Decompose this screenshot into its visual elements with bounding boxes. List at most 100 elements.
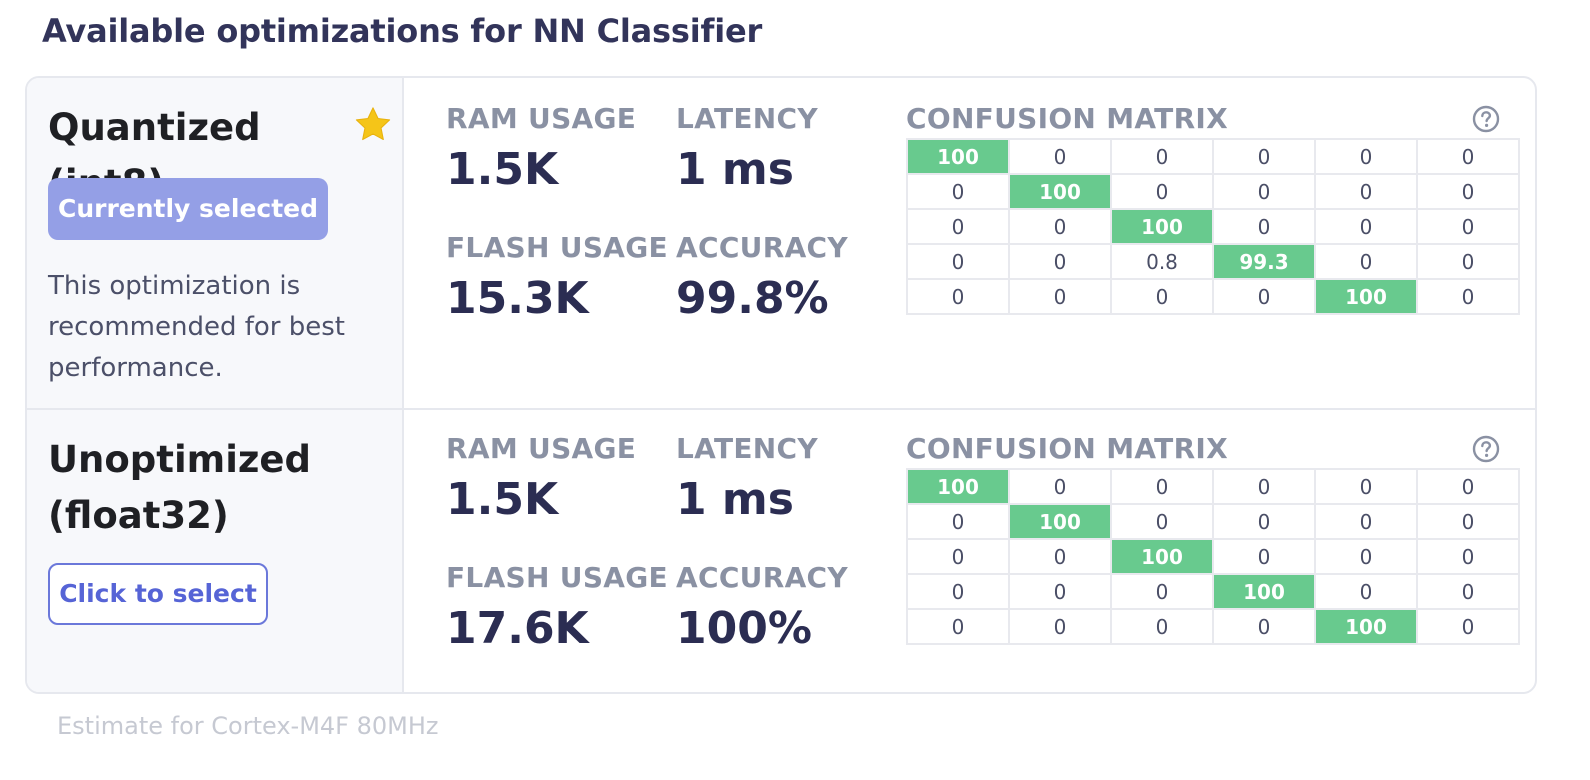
accuracy-value: 99.8% <box>676 273 829 324</box>
confusion-matrix-cell: 0 <box>1416 278 1520 315</box>
confusion-matrix-row: 0 0 0 0 100 0 <box>906 278 1520 315</box>
accuracy-label: ACCURACY <box>676 231 848 264</box>
confusion-matrix-cell: 0 <box>1110 468 1214 505</box>
confusion-matrix-cell: 0 <box>906 243 1010 280</box>
confusion-matrix-cell: 100 <box>1110 208 1214 245</box>
ram-usage-value: 1.5K <box>446 144 559 195</box>
accuracy-label: ACCURACY <box>676 561 848 594</box>
help-circle-icon[interactable] <box>1472 435 1500 463</box>
recommendation-text: This optimization is recommended for bes… <box>48 271 345 383</box>
confusion-matrix-row: 0 0 0 100 0 0 <box>906 573 1520 610</box>
confusion-matrix-cell: 0 <box>1212 173 1316 210</box>
confusion-matrix-cell: 0 <box>1212 608 1316 645</box>
confusion-matrix-cell: 0 <box>1314 243 1418 280</box>
confusion-matrix-cell: 0 <box>1008 278 1112 315</box>
confusion-matrix-cell: 100 <box>1110 538 1214 575</box>
confusion-matrix-cell: 0 <box>1416 468 1520 505</box>
confusion-matrix-cell: 0 <box>1110 278 1214 315</box>
confusion-matrix-cell: 0 <box>1110 503 1214 540</box>
confusion-matrix-cell: 0 <box>1416 208 1520 245</box>
confusion-matrix-row: 0 0 100 0 0 0 <box>906 538 1520 575</box>
optimization-name: Unoptimized (float32) <box>48 438 312 537</box>
confusion-matrix-cell: 99.3 <box>1212 243 1316 280</box>
latency-value: 1 ms <box>676 144 794 195</box>
optimization-row-quantized: Quantized (int8) Currently selected This… <box>27 78 1535 410</box>
confusion-matrix-row: 0 0 0.8 99.3 0 0 <box>906 243 1520 280</box>
confusion-matrix-cell: 0 <box>1008 573 1112 610</box>
flash-usage-label: FLASH USAGE <box>446 231 668 264</box>
latency-label: LATENCY <box>676 102 818 135</box>
confusion-matrix-cell: 0 <box>1416 573 1520 610</box>
currently-selected-button[interactable]: Currently selected <box>48 178 328 240</box>
click-to-select-button[interactable]: Click to select <box>48 563 268 625</box>
confusion-matrix-cell: 0 <box>1008 243 1112 280</box>
latency-value: 1 ms <box>676 474 794 525</box>
confusion-matrix-cell: 0 <box>1212 538 1316 575</box>
confusion-matrix-cell: 0 <box>906 573 1010 610</box>
confusion-matrix-cell: 0 <box>1008 208 1112 245</box>
confusion-matrix-cell: 0 <box>1008 468 1112 505</box>
confusion-matrix-cell: 100 <box>906 468 1010 505</box>
confusion-matrix-row: 0 0 0 0 100 0 <box>906 608 1520 645</box>
confusion-matrix-cell: 0.8 <box>1110 243 1214 280</box>
optimizations-card: Quantized (int8) Currently selected This… <box>25 76 1537 694</box>
confusion-matrix-cell: 0 <box>906 608 1010 645</box>
confusion-matrix-row: 100 0 0 0 0 0 <box>906 138 1520 175</box>
confusion-matrix-row: 0 100 0 0 0 0 <box>906 503 1520 540</box>
confusion-matrix-cell: 0 <box>1212 468 1316 505</box>
flash-usage-value: 17.6K <box>446 603 589 654</box>
confusion-matrix-cell: 0 <box>906 503 1010 540</box>
confusion-matrix-cell: 100 <box>1008 503 1112 540</box>
help-circle-icon[interactable] <box>1472 105 1500 133</box>
confusion-matrix-title: CONFUSION MATRIX <box>906 432 1229 465</box>
page-title: Available optimizations for NN Classifie… <box>42 12 763 50</box>
confusion-matrix-cell: 0 <box>1212 138 1316 175</box>
confusion-matrix-cell: 0 <box>1008 138 1112 175</box>
confusion-matrix-cell: 0 <box>1008 608 1112 645</box>
confusion-matrix-title: CONFUSION MATRIX <box>906 102 1229 135</box>
confusion-matrix-cell: 0 <box>1314 573 1418 610</box>
optimization-summary: Unoptimized (float32) Click to select <box>27 410 404 692</box>
accuracy-value: 100% <box>676 603 812 654</box>
confusion-matrix-cell: 0 <box>1110 173 1214 210</box>
confusion-matrix-row: 0 0 100 0 0 0 <box>906 208 1520 245</box>
confusion-matrix-cell: 0 <box>1314 468 1418 505</box>
confusion-matrix: 100 0 0 0 0 0 0 100 0 0 0 0 0 0 100 0 0 0 0 0 0.8 99.3 0 0 0 0 0 0 1… <box>906 138 1520 315</box>
confusion-matrix-cell: 0 <box>1110 608 1214 645</box>
confusion-matrix-cell: 0 <box>1416 608 1520 645</box>
star-icon <box>355 107 391 141</box>
confusion-matrix-cell: 0 <box>1110 573 1214 610</box>
confusion-matrix-cell: 0 <box>1314 208 1418 245</box>
confusion-matrix-cell: 0 <box>1416 173 1520 210</box>
latency-label: LATENCY <box>676 432 818 465</box>
confusion-matrix-row: 100 0 0 0 0 0 <box>906 468 1520 505</box>
confusion-matrix-cell: 0 <box>1008 538 1112 575</box>
ram-usage-label: RAM USAGE <box>446 432 637 465</box>
confusion-matrix-cell: 0 <box>1416 243 1520 280</box>
confusion-matrix-cell: 100 <box>1314 278 1418 315</box>
confusion-matrix-cell: 100 <box>906 138 1010 175</box>
flash-usage-value: 15.3K <box>446 273 589 324</box>
confusion-matrix-cell: 0 <box>906 538 1010 575</box>
confusion-matrix-cell: 0 <box>906 173 1010 210</box>
confusion-matrix-row: 0 100 0 0 0 0 <box>906 173 1520 210</box>
optimization-row-unoptimized: Unoptimized (float32) Click to select RA… <box>27 410 1535 692</box>
confusion-matrix-cell: 0 <box>1416 538 1520 575</box>
flash-usage-label: FLASH USAGE <box>446 561 668 594</box>
confusion-matrix: 100 0 0 0 0 0 0 100 0 0 0 0 0 0 100 0 0 0 0 0 0 100 0 0 0 0 0 0 100 0 <box>906 468 1520 645</box>
ram-usage-label: RAM USAGE <box>446 102 637 135</box>
estimate-footnote: Estimate for Cortex-M4F 80MHz <box>57 712 439 740</box>
confusion-matrix-cell: 0 <box>1314 538 1418 575</box>
confusion-matrix-cell: 0 <box>1212 278 1316 315</box>
confusion-matrix-cell: 0 <box>1212 208 1316 245</box>
confusion-matrix-cell: 0 <box>1314 138 1418 175</box>
confusion-matrix-cell: 0 <box>1314 173 1418 210</box>
confusion-matrix-cell: 0 <box>1314 503 1418 540</box>
confusion-matrix-cell: 0 <box>1416 138 1520 175</box>
ram-usage-value: 1.5K <box>446 474 559 525</box>
confusion-matrix-cell: 100 <box>1314 608 1418 645</box>
confusion-matrix-cell: 0 <box>1212 503 1316 540</box>
confusion-matrix-cell: 0 <box>1416 503 1520 540</box>
confusion-matrix-cell: 100 <box>1008 173 1112 210</box>
confusion-matrix-cell: 0 <box>906 278 1010 315</box>
